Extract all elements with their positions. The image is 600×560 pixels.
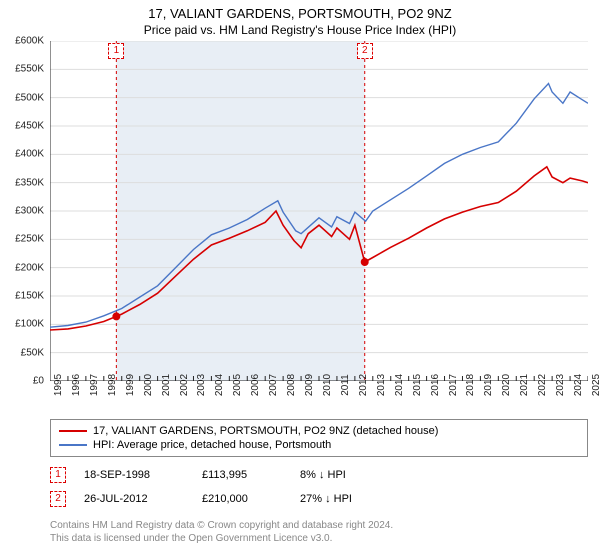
x-tick-label: 1996 — [71, 374, 82, 396]
legend-item: 17, VALIANT GARDENS, PORTSMOUTH, PO2 9NZ… — [59, 424, 579, 438]
footer-line: This data is licensed under the Open Gov… — [50, 532, 588, 545]
y-tick-label: £500K — [15, 92, 44, 103]
x-tick-label: 2006 — [250, 374, 261, 396]
y-tick-label: £350K — [15, 177, 44, 188]
event-row: 1 18-SEP-1998 £113,995 8% ↓ HPI — [50, 463, 588, 487]
x-tick-label: 2016 — [430, 374, 441, 396]
event-marker-cell: 1 — [50, 467, 66, 483]
x-tick-label: 2021 — [519, 374, 530, 396]
event-price: £113,995 — [202, 469, 282, 481]
x-tick-label: 2024 — [573, 374, 584, 396]
y-tick-label: £200K — [15, 262, 44, 273]
event-marker-cell: 2 — [50, 491, 66, 507]
y-tick-label: £550K — [15, 64, 44, 75]
event-pct: 27% ↓ HPI — [300, 493, 410, 505]
event-pct: 8% ↓ HPI — [300, 469, 410, 481]
x-tick-label: 2009 — [304, 374, 315, 396]
x-tick-label: 2012 — [358, 374, 369, 396]
chart-subtitle: Price paid vs. HM Land Registry's House … — [0, 21, 600, 41]
x-tick-label: 2000 — [143, 374, 154, 396]
y-tick-label: £100K — [15, 319, 44, 330]
x-tick-label: 2017 — [448, 374, 459, 396]
event-row: 2 26-JUL-2012 £210,000 27% ↓ HPI — [50, 487, 588, 511]
event-marker: 2 — [357, 43, 373, 59]
x-tick-label: 2025 — [591, 374, 600, 396]
x-tick-label: 2003 — [196, 374, 207, 396]
x-tick-label: 2018 — [465, 374, 476, 396]
x-tick-label: 1998 — [107, 374, 118, 396]
x-tick-label: 1997 — [89, 374, 100, 396]
event-table: 1 18-SEP-1998 £113,995 8% ↓ HPI 2 26-JUL-2012… — [50, 463, 588, 511]
x-tick-label: 2015 — [412, 374, 423, 396]
event-price: £210,000 — [202, 493, 282, 505]
y-tick-label: £400K — [15, 149, 44, 160]
y-tick-label: £250K — [15, 234, 44, 245]
x-tick-label: 2004 — [214, 374, 225, 396]
x-tick-label: 2020 — [501, 374, 512, 396]
x-tick-label: 2014 — [394, 374, 405, 396]
legend: 17, VALIANT GARDENS, PORTSMOUTH, PO2 9NZ… — [50, 419, 588, 457]
chart-title: 17, VALIANT GARDENS, PORTSMOUTH, PO2 9NZ — [0, 0, 600, 21]
x-tick-label: 1995 — [53, 374, 64, 396]
legend-swatch — [59, 444, 87, 446]
x-tick-label: 2023 — [555, 374, 566, 396]
y-tick-label: £450K — [15, 121, 44, 132]
event-marker: 1 — [108, 43, 124, 59]
x-tick-label: 2022 — [537, 374, 548, 396]
event-date: 26-JUL-2012 — [84, 493, 184, 505]
y-tick-label: £600K — [15, 36, 44, 47]
x-tick-label: 2007 — [268, 374, 279, 396]
x-tick-label: 2008 — [286, 374, 297, 396]
legend-swatch — [59, 430, 87, 432]
chart-area: £0£50K£100K£150K£200K£250K£300K£350K£400… — [50, 41, 588, 381]
x-tick-label: 2013 — [376, 374, 387, 396]
legend-label: HPI: Average price, detached house, Port… — [93, 439, 331, 451]
y-tick-label: £150K — [15, 291, 44, 302]
x-tick-label: 2001 — [161, 374, 172, 396]
x-tick-label: 1999 — [125, 374, 136, 396]
legend-item: HPI: Average price, detached house, Port… — [59, 438, 579, 452]
y-tick-label: £0 — [33, 376, 44, 387]
y-tick-label: £50K — [21, 347, 44, 358]
legend-label: 17, VALIANT GARDENS, PORTSMOUTH, PO2 9NZ… — [93, 425, 438, 437]
line-chart — [50, 41, 588, 381]
footer-line: Contains HM Land Registry data © Crown c… — [50, 519, 588, 532]
x-tick-label: 2011 — [340, 374, 351, 396]
x-tick-label: 2019 — [483, 374, 494, 396]
x-tick-label: 2005 — [232, 374, 243, 396]
y-tick-label: £300K — [15, 206, 44, 217]
x-tick-label: 2002 — [179, 374, 190, 396]
event-date: 18-SEP-1998 — [84, 469, 184, 481]
footer-attribution: Contains HM Land Registry data © Crown c… — [50, 519, 588, 545]
x-tick-label: 2010 — [322, 374, 333, 396]
